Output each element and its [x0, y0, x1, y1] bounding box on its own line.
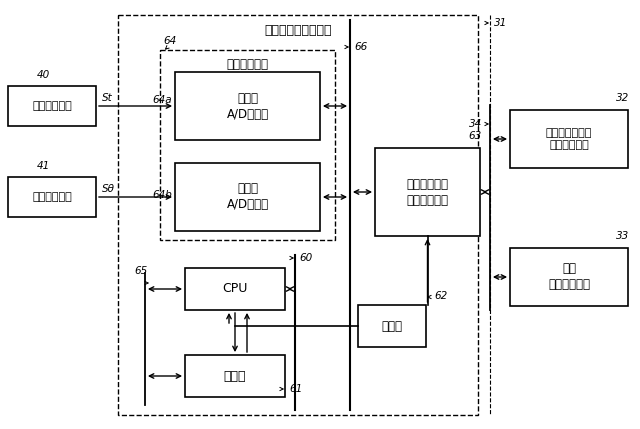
- Bar: [8, 86, 96, 126]
- Text: 34: 34: [468, 119, 482, 129]
- Text: 65: 65: [135, 266, 148, 276]
- Text: メモリ: メモリ: [224, 369, 246, 383]
- Text: トルクセンサ: トルクセンサ: [32, 101, 72, 111]
- Text: 64: 64: [163, 36, 176, 46]
- Text: CPU: CPU: [222, 283, 248, 296]
- Text: 31: 31: [494, 18, 508, 28]
- Text: ネットワーク
コントローラ: ネットワーク コントローラ: [406, 178, 449, 206]
- Text: Sθ: Sθ: [102, 184, 115, 194]
- Text: St: St: [102, 93, 113, 103]
- Bar: [358, 305, 426, 347]
- Text: センサコントローラ: センサコントローラ: [264, 24, 332, 37]
- Text: 周辺デバイス: 周辺デバイス: [227, 57, 269, 70]
- Text: 60: 60: [299, 253, 312, 263]
- Text: 操舵角センサ: 操舵角センサ: [32, 192, 72, 202]
- Text: 32: 32: [616, 93, 630, 103]
- Text: 64a: 64a: [152, 95, 172, 105]
- Bar: [185, 268, 285, 310]
- Bar: [118, 15, 478, 415]
- Bar: [175, 163, 320, 231]
- Text: 64b: 64b: [152, 190, 172, 200]
- Text: 62: 62: [434, 291, 447, 301]
- Text: 40: 40: [36, 70, 50, 80]
- Text: 63: 63: [468, 131, 482, 141]
- Text: 66: 66: [354, 42, 367, 52]
- Text: 33: 33: [616, 231, 630, 241]
- Text: 第２の
A/D変換部: 第２の A/D変換部: [227, 182, 269, 211]
- Text: 指令
コントローラ: 指令 コントローラ: [548, 263, 590, 291]
- Text: 61: 61: [289, 384, 302, 394]
- Text: 第１の
A/D変換部: 第１の A/D変換部: [227, 91, 269, 121]
- Text: 監視部: 監視部: [381, 320, 403, 332]
- Bar: [375, 148, 480, 236]
- Bar: [510, 248, 628, 306]
- Bar: [185, 355, 285, 397]
- Bar: [8, 177, 96, 217]
- Text: アクチュエータ
コントローラ: アクチュエータ コントローラ: [546, 128, 592, 150]
- Bar: [510, 110, 628, 168]
- Bar: [160, 50, 335, 240]
- Text: 41: 41: [36, 161, 50, 171]
- Bar: [175, 72, 320, 140]
